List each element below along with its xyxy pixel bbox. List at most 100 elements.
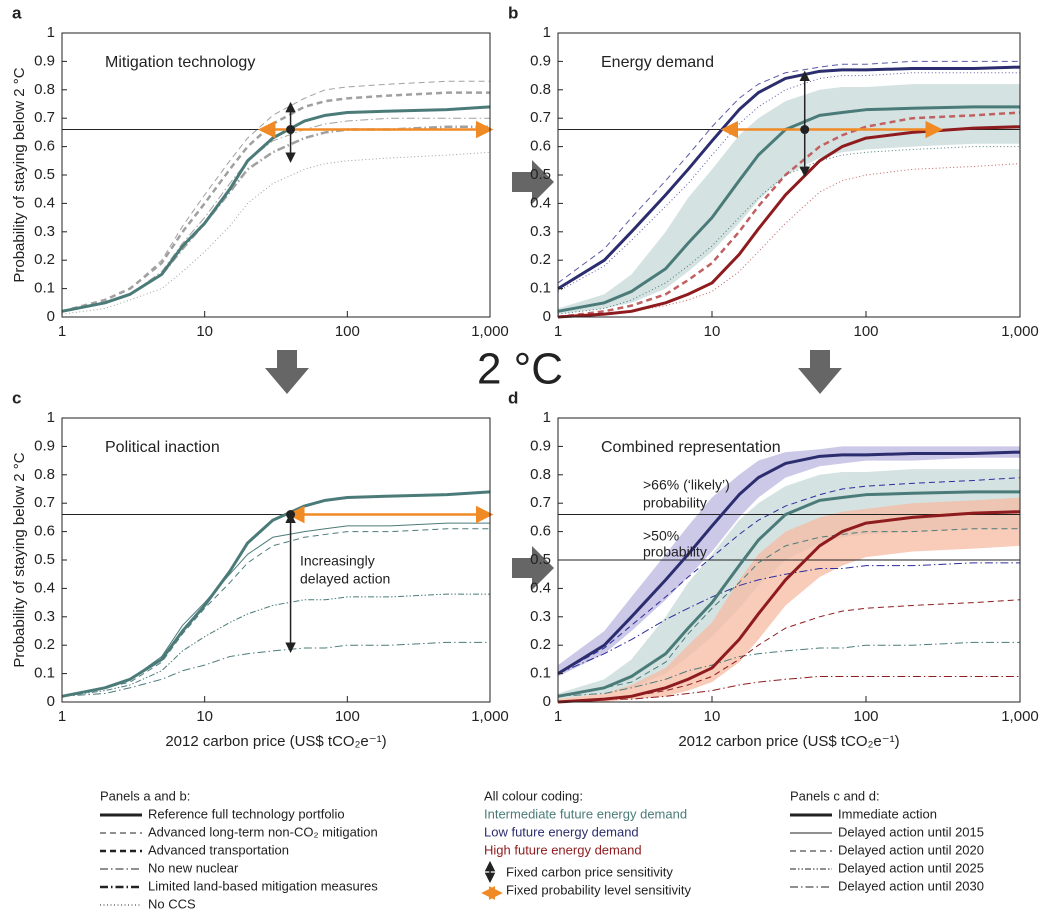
y-tick-label: 0.6 xyxy=(530,523,551,540)
legend-label: Immediate action xyxy=(838,806,937,821)
x-tick-label: 10 xyxy=(196,708,213,725)
y-tick-label: 0.9 xyxy=(34,52,55,69)
annotation: probability xyxy=(643,495,707,511)
reference-point xyxy=(286,125,296,135)
y-tick-label: 0.3 xyxy=(34,608,55,625)
y-tick-label: 0.7 xyxy=(530,494,551,511)
y-tick-label: 0.4 xyxy=(530,194,551,211)
series-line xyxy=(61,151,491,315)
y-tick-label: 0.4 xyxy=(34,579,55,596)
y-tick-label: 0.9 xyxy=(530,437,551,454)
y-tick-label: 0.2 xyxy=(34,251,55,268)
flow-arrow xyxy=(512,546,554,590)
x-tick-label: 10 xyxy=(704,708,721,725)
series-line xyxy=(61,80,490,312)
legend-heading: Panels c and d: xyxy=(790,788,880,803)
series-line xyxy=(61,490,491,698)
flow-arrow xyxy=(265,350,309,394)
legend: Panels a and b: Reference full technology… xyxy=(100,788,984,911)
plot-background xyxy=(62,33,490,317)
legend-label: No CCS xyxy=(148,896,196,911)
series-line xyxy=(61,105,491,313)
series-line xyxy=(557,450,1021,675)
y-tick-label: 0.2 xyxy=(530,251,551,268)
y-tick-label: 0.5 xyxy=(530,166,551,183)
x-tick-label: 1,000 xyxy=(471,708,509,725)
y-tick-label: 0.6 xyxy=(34,523,55,540)
y-tick-label: 1 xyxy=(47,24,55,41)
y-tick-label: 0.4 xyxy=(530,579,551,596)
y-tick-label: 0.5 xyxy=(34,551,55,568)
y-tick-label: 0.8 xyxy=(530,466,551,483)
series-line xyxy=(557,72,1020,292)
legend-label: No new nuclear xyxy=(148,860,239,875)
legend-label: Delayed action until 2025 xyxy=(838,860,984,875)
series-line xyxy=(557,146,1020,315)
legend-label: High future energy demand xyxy=(484,842,642,857)
panel-letter: b xyxy=(508,3,518,22)
panel-letter: c xyxy=(12,388,21,407)
y-tick-label: 0.2 xyxy=(530,636,551,653)
x-tick-label: 100 xyxy=(335,323,360,340)
x-axis-label: 2012 carbon price (US$ tCO₂e⁻¹) xyxy=(678,733,899,750)
y-tick-label: 0 xyxy=(543,308,551,325)
series-line xyxy=(557,675,1020,703)
legend-label: Fixed probability level sensitivity xyxy=(506,882,691,897)
uncertainty-band xyxy=(558,497,1020,702)
panel-title: Energy demand xyxy=(601,54,714,71)
series-line xyxy=(557,528,1020,697)
panel-letter: d xyxy=(508,388,518,407)
y-tick-label: 0.1 xyxy=(530,280,551,297)
series-line xyxy=(557,105,1020,313)
y-tick-label: 0.8 xyxy=(34,466,55,483)
legend-label: Delayed action until 2020 xyxy=(838,842,984,857)
annotation: >66% (‘likely’) xyxy=(643,477,730,493)
plot-background xyxy=(558,33,1020,317)
y-axis-label: Probability of staying below 2 °C xyxy=(11,67,28,282)
series-line xyxy=(557,490,1020,698)
y-tick-label: 0.7 xyxy=(34,109,55,126)
x-tick-label: 1 xyxy=(58,708,66,725)
x-tick-label: 1,000 xyxy=(1001,708,1039,725)
y-tick-label: 0.3 xyxy=(530,608,551,625)
series-line xyxy=(61,641,490,697)
y-tick-label: 0 xyxy=(47,308,55,325)
annotation: >50% xyxy=(643,528,679,544)
y-tick-label: 0.2 xyxy=(34,636,55,653)
y-tick-label: 1 xyxy=(543,409,551,426)
y-tick-label: 0.5 xyxy=(530,551,551,568)
series-line xyxy=(557,65,1021,290)
legend-label: Limited land-based mitigation measures xyxy=(148,878,378,893)
annotation: delayed action xyxy=(300,571,390,587)
x-axis-label: 2012 carbon price (US$ tCO₂e⁻¹) xyxy=(165,733,386,750)
y-tick-label: 0.6 xyxy=(34,138,55,155)
y-tick-label: 0.1 xyxy=(530,665,551,682)
reference-point xyxy=(800,125,810,135)
flow-arrow xyxy=(798,350,842,394)
plot-background xyxy=(62,418,490,702)
legend-label: Delayed action until 2030 xyxy=(838,878,984,893)
x-tick-label: 100 xyxy=(853,323,878,340)
y-tick-label: 0.8 xyxy=(34,81,55,98)
series-line xyxy=(557,60,1020,284)
series-line xyxy=(61,91,490,313)
x-tick-label: 1,000 xyxy=(471,323,509,340)
x-tick-label: 1 xyxy=(58,323,66,340)
x-tick-label: 10 xyxy=(196,323,213,340)
series-line xyxy=(557,641,1020,697)
y-tick-label: 1 xyxy=(543,24,551,41)
y-tick-label: 0.1 xyxy=(34,280,55,297)
panel-letter: a xyxy=(12,3,22,22)
legend-label: Low future energy demand xyxy=(484,824,639,839)
legend-label: Intermediate future energy demand xyxy=(484,806,687,821)
legend-label: Delayed action until 2015 xyxy=(838,824,984,839)
reference-point xyxy=(286,510,296,520)
x-tick-label: 1 xyxy=(554,323,562,340)
y-tick-label: 0.3 xyxy=(34,223,55,240)
x-tick-label: 10 xyxy=(704,323,721,340)
series-line xyxy=(557,477,1021,675)
y-tick-label: 0.1 xyxy=(34,665,55,682)
flow-arrow xyxy=(512,160,554,204)
panel-title: Mitigation technology xyxy=(105,54,255,71)
